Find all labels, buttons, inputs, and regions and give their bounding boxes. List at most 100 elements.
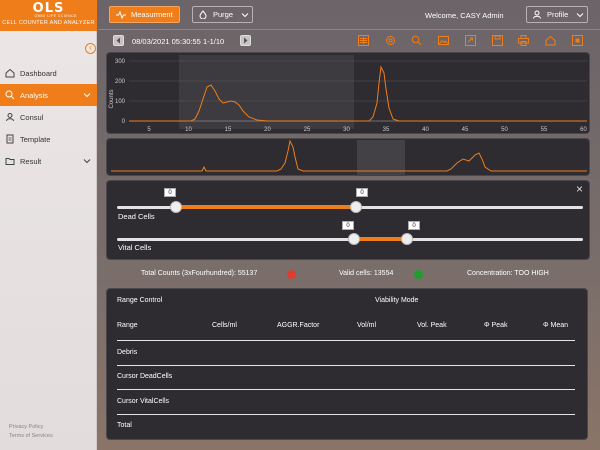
sidebar-item-label: Consul xyxy=(20,112,44,122)
x-tick: 35 xyxy=(383,127,390,133)
table-row-cursor-deadcells: Cursor DeadCells xyxy=(117,373,173,380)
close-icon[interactable]: × xyxy=(575,182,583,196)
close-box-icon[interactable] xyxy=(572,35,583,46)
range-highlight xyxy=(179,55,354,129)
x-tick: 20 xyxy=(264,127,271,133)
drop-icon xyxy=(199,10,207,19)
overview-svg xyxy=(111,139,587,176)
dead-cells-label: Dead Cells xyxy=(118,212,155,221)
valid-cells-text: Valid cells: 13554 xyxy=(339,270,394,277)
column-header-vol-peak: Vol. Peak xyxy=(417,322,447,329)
chart-toolbar: 08/03/2021 05:30:55 1-1/10 xyxy=(113,35,591,48)
chevron-down-icon xyxy=(83,93,91,98)
home-icon xyxy=(5,68,15,78)
document-icon xyxy=(6,134,14,144)
user-icon xyxy=(6,113,14,122)
vital-cells-min-handle[interactable] xyxy=(348,233,360,245)
sidebar-item-analysis[interactable]: Analysis xyxy=(0,84,97,106)
viability-mode-title: Viability Mode xyxy=(375,297,419,304)
histogram-chart[interactable]: Counts 300 200 100 0 5 10 15 20 25 30 35 40 45 50… xyxy=(106,52,590,134)
overview-curve xyxy=(111,139,587,172)
previous-button[interactable] xyxy=(113,35,124,46)
logo-text: OLS xyxy=(32,1,65,16)
home-icon[interactable] xyxy=(545,35,556,46)
x-tick: 55 xyxy=(541,127,548,133)
column-header-cells-ml: Cells/ml xyxy=(212,322,237,329)
vital-cells-max-handle[interactable] xyxy=(401,233,413,245)
purge-dropdown[interactable]: Purge xyxy=(192,6,253,23)
x-tick: 25 xyxy=(304,127,311,133)
table-divider xyxy=(117,414,575,415)
y-tick: 200 xyxy=(115,79,126,85)
next-button[interactable] xyxy=(240,35,251,46)
dead-cells-min-value: 0 xyxy=(164,188,176,197)
save-icon[interactable] xyxy=(492,35,503,46)
zoom-icon[interactable] xyxy=(411,35,422,46)
image-icon[interactable] xyxy=(438,35,449,46)
dead-cells-max-handle[interactable] xyxy=(350,201,362,213)
privacy-policy-link[interactable]: Privacy Policy xyxy=(9,424,44,430)
pulse-icon xyxy=(116,10,126,19)
column-header-phi-mean: Φ Mean xyxy=(543,322,569,329)
search-icon xyxy=(5,90,15,100)
logo-subtext: OMNI LIFE SCIENCE xyxy=(34,14,77,18)
chevron-down-icon xyxy=(576,12,584,17)
settings-icon[interactable] xyxy=(385,35,396,46)
measurement-label: Measurment xyxy=(131,10,173,19)
sidebar-footer: Privacy Policy Terms of Services xyxy=(9,423,53,441)
date-text: 08/03/2021 xyxy=(132,37,170,46)
grid-icon[interactable] xyxy=(358,35,369,46)
app-logo: OLS OMNI LIFE SCIENCE CELL COUNTER AND A… xyxy=(0,0,97,31)
terms-of-services-link[interactable]: Terms of Services xyxy=(9,433,53,439)
overview-viewport xyxy=(357,140,405,176)
table-row-debris: Debris xyxy=(117,349,138,356)
print-icon[interactable] xyxy=(518,35,529,46)
table-divider xyxy=(117,365,575,366)
export-icon[interactable] xyxy=(465,35,476,46)
sidebar-item-dashboard[interactable]: Dashboard xyxy=(0,62,97,84)
sidebar-item-label: Analysis xyxy=(20,90,48,100)
dead-cells-min-handle[interactable] xyxy=(170,201,182,213)
histogram-curve xyxy=(129,65,587,122)
vital-cells-label: Vital Cells xyxy=(118,243,152,252)
x-tick: 40 xyxy=(422,127,429,133)
chevron-down-icon xyxy=(83,159,91,164)
sidebar-item-template[interactable]: Template xyxy=(0,128,97,150)
table-row-total: Total xyxy=(117,422,132,429)
sidebar-item-label: Template xyxy=(20,134,51,144)
x-ticks: 5 10 15 20 25 30 35 40 45 50 55 60 xyxy=(147,127,587,133)
histogram-svg: Counts 300 200 100 0 5 10 15 20 25 30 35 40 45 50… xyxy=(109,55,587,133)
y-tick: 100 xyxy=(115,99,126,105)
chevron-left-icon xyxy=(116,37,120,44)
sidebar-item-consul[interactable]: Consul xyxy=(0,106,97,128)
sidebar-item-result[interactable]: Result xyxy=(0,150,97,172)
collapse-sidebar-button[interactable]: ‹ xyxy=(85,43,96,54)
overview-chart[interactable] xyxy=(106,138,590,176)
dead-cells-max-value: 0 xyxy=(356,188,368,197)
sidebar-nav: Dashboard Analysis Consul Template Resul… xyxy=(0,62,97,172)
total-status-indicator xyxy=(287,270,296,279)
header-divider xyxy=(98,29,600,30)
sidebar: OLS OMNI LIFE SCIENCE CELL COUNTER AND A… xyxy=(0,0,97,450)
measurement-button[interactable]: Measurment xyxy=(109,6,180,23)
x-tick: 30 xyxy=(343,127,350,133)
cursor-slider-panel: × 0 0 Dead Cells 0 0 Vital Cells xyxy=(106,180,590,260)
sidebar-item-label: Result xyxy=(20,156,42,166)
table-row-cursor-vitalcells: Cursor VitalCells xyxy=(117,398,169,405)
x-tick: 10 xyxy=(185,127,192,133)
results-table: Range Control Viability Mode Range Cells… xyxy=(106,288,588,440)
table-divider xyxy=(117,340,575,341)
sidebar-item-label: Dashboard xyxy=(20,68,57,78)
vital-cells-min-value: 0 xyxy=(342,221,354,230)
time-text: 05:30:55 xyxy=(171,37,201,46)
folder-icon xyxy=(5,158,15,165)
app-name: CELL COUNTER AND ANALYZER xyxy=(2,20,95,26)
range-text: 1-1/10 xyxy=(202,37,225,46)
x-tick: 50 xyxy=(501,127,508,133)
chevron-down-icon xyxy=(241,12,249,17)
column-header-vol-ml: Vol/ml xyxy=(357,322,377,329)
profile-dropdown[interactable]: Profile xyxy=(526,6,588,23)
total-counts-text: Total Counts (3xFourhundred): 55137 xyxy=(141,270,258,277)
table-divider xyxy=(117,389,575,390)
y-tick: 0 xyxy=(122,119,126,125)
